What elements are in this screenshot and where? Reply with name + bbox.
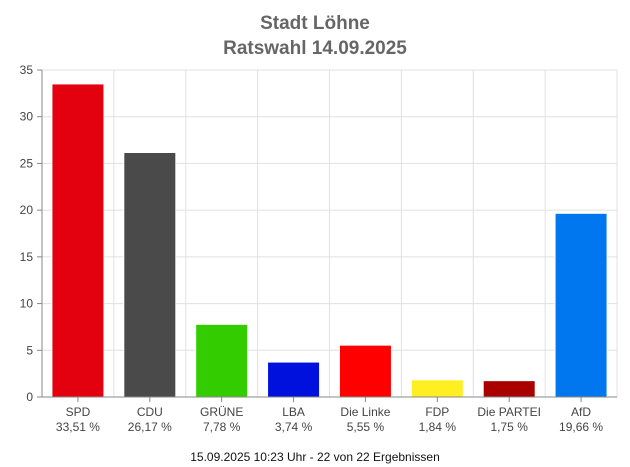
value-label: 5,55 % <box>347 420 385 434</box>
category-label: AfD <box>571 405 591 419</box>
category-label: CDU <box>137 405 163 419</box>
value-label: 3,74 % <box>275 420 313 434</box>
category-label: FDP <box>425 405 449 419</box>
value-label: 7,78 % <box>203 420 241 434</box>
value-label: 33,51 % <box>56 420 100 434</box>
bar-spd <box>51 83 105 398</box>
bar-cdu <box>123 151 177 398</box>
y-tick-label: 20 <box>20 203 34 217</box>
bar-die-linke <box>338 344 392 398</box>
category-label: Die PARTEI <box>477 405 541 419</box>
y-tick-label: 10 <box>20 297 34 311</box>
chart-title: Stadt Löhne <box>260 13 370 34</box>
category-label: Die Linke <box>340 405 390 419</box>
chart: Stadt Löhne Ratswahl 14.09.2025 0 5 10 15 20… <box>20 13 618 434</box>
chart-subtitle: Ratswahl 14.09.2025 <box>223 38 407 59</box>
y-tick-label: 0 <box>26 390 33 404</box>
bar-lba <box>267 361 321 398</box>
value-label: 26,17 % <box>128 420 172 434</box>
y-tick-label: 5 <box>26 343 33 357</box>
y-tick-label: 15 <box>20 250 34 264</box>
grid <box>41 69 618 397</box>
footer-status: 15.09.2025 10:23 Uhr - 22 von 22 Ergebni… <box>190 450 440 464</box>
y-tick-label: 25 <box>20 156 34 170</box>
category-label: LBA <box>282 405 305 419</box>
y-tick-label: 30 <box>20 110 34 124</box>
category-label: SPD <box>66 405 91 419</box>
value-label: 1,75 % <box>491 420 529 434</box>
bars <box>51 83 608 398</box>
bar-grüne <box>195 323 249 398</box>
bar-fdp <box>410 379 464 398</box>
value-label: 1,84 % <box>419 420 457 434</box>
value-label: 19,66 % <box>559 420 603 434</box>
category-label: GRÜNE <box>200 405 243 419</box>
y-tick-label: 35 <box>20 63 34 77</box>
bar-afd <box>554 212 608 398</box>
bar-die-partei <box>482 380 536 398</box>
